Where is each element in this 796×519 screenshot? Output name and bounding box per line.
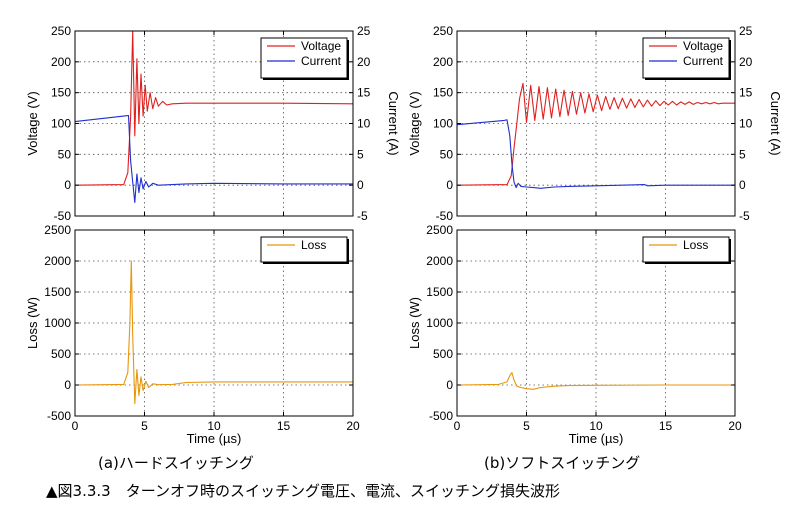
y-tick-label: 0 <box>64 378 71 392</box>
y-tick-label: 1500 <box>44 285 71 299</box>
legend-label-voltage: Voltage <box>301 39 341 53</box>
y-tick-label: 500 <box>51 347 71 361</box>
y-tick-label: 2500 <box>44 223 71 237</box>
y-tick-label: 150 <box>433 86 453 100</box>
legend-box <box>642 37 730 79</box>
y-tick-label: 0 <box>446 178 453 192</box>
x-tick-label: 0 <box>454 419 461 433</box>
y-right-tick-label: 15 <box>739 86 753 100</box>
y-right-tick-label: -5 <box>357 209 368 223</box>
y-tick-label: 1500 <box>426 285 453 299</box>
x-tick-label: 15 <box>659 419 673 433</box>
series-line-loss <box>456 372 735 390</box>
y-right-tick-label: 0 <box>357 178 364 192</box>
y-tick-label: 200 <box>51 55 71 69</box>
y-right-tick-label: -5 <box>739 209 750 223</box>
x-tick-label: 0 <box>72 419 79 433</box>
y-axis-label-right: Current (A) <box>768 91 783 155</box>
series-line-voltage <box>456 82 735 186</box>
y-tick-label: 2000 <box>426 254 453 268</box>
y-axis-label-right: Current (A) <box>386 91 401 155</box>
legend-label-current: Current <box>301 54 342 68</box>
subfigure-label-soft: (b)ソフトスイッチング <box>484 454 641 472</box>
legend-label-voltage: Voltage <box>683 39 723 53</box>
y-right-tick-label: 0 <box>739 178 746 192</box>
x-tick-label: 10 <box>207 419 221 433</box>
y-right-tick-label: 25 <box>357 24 371 38</box>
x-axis-label: Time (µs) <box>569 431 624 446</box>
figure-caption: ▲図3.3.3 ターンオフ時のスイッチング電圧、電流、スイッチング損失波形 <box>46 482 560 500</box>
y-right-tick-label: 25 <box>739 24 753 38</box>
y-tick-label: 100 <box>433 117 453 131</box>
legend-box <box>642 236 730 263</box>
y-right-tick-label: 5 <box>357 147 364 161</box>
y-tick-label: 150 <box>51 86 71 100</box>
x-tick-label: 5 <box>141 419 148 433</box>
legend-label-loss: Loss <box>683 238 708 252</box>
legend-label-loss: Loss <box>301 238 326 252</box>
y-tick-label: 250 <box>51 24 71 38</box>
series-line-current <box>74 114 353 203</box>
y-right-tick-label: 20 <box>357 55 371 69</box>
y-axis-label: Loss (W) <box>25 297 40 349</box>
x-axis-label: Time (µs) <box>187 431 242 446</box>
y-right-tick-label: 5 <box>739 147 746 161</box>
y-right-tick-label: 10 <box>739 117 753 131</box>
y-axis-label: Voltage (V) <box>25 91 40 155</box>
y-tick-label: 2000 <box>44 254 71 268</box>
y-tick-label: 500 <box>433 347 453 361</box>
y-right-tick-label: 10 <box>357 117 371 131</box>
y-tick-label: -50 <box>436 209 454 223</box>
legend-label-current: Current <box>683 54 724 68</box>
y-tick-label: 2500 <box>426 223 453 237</box>
series-line-loss <box>74 260 353 405</box>
legend-box <box>260 37 348 79</box>
x-tick-label: 5 <box>523 419 530 433</box>
subfigure-label-hard: (a)ハードスイッチング <box>98 454 254 472</box>
y-tick-label: 200 <box>433 55 453 69</box>
x-tick-label: 20 <box>346 419 360 433</box>
x-tick-label: 20 <box>728 419 742 433</box>
series-line-voltage <box>74 30 354 186</box>
y-axis-label: Loss (W) <box>407 297 422 349</box>
y-right-tick-label: 20 <box>739 55 753 69</box>
y-tick-label: 1000 <box>44 316 71 330</box>
y-tick-label: -500 <box>47 409 71 423</box>
y-axis-label: Voltage (V) <box>407 91 422 155</box>
y-tick-label: 50 <box>58 147 72 161</box>
y-right-tick-label: 15 <box>357 86 371 100</box>
y-tick-label: -500 <box>429 409 453 423</box>
y-tick-label: 100 <box>51 117 71 131</box>
x-tick-label: 15 <box>277 419 291 433</box>
y-tick-label: 250 <box>433 24 453 38</box>
series-line-current <box>456 119 735 189</box>
y-tick-label: 50 <box>440 147 454 161</box>
y-tick-label: 0 <box>64 178 71 192</box>
y-tick-label: 1000 <box>426 316 453 330</box>
x-tick-label: 10 <box>589 419 603 433</box>
legend-box <box>260 236 348 263</box>
y-tick-label: 0 <box>446 378 453 392</box>
y-tick-label: -50 <box>54 209 72 223</box>
